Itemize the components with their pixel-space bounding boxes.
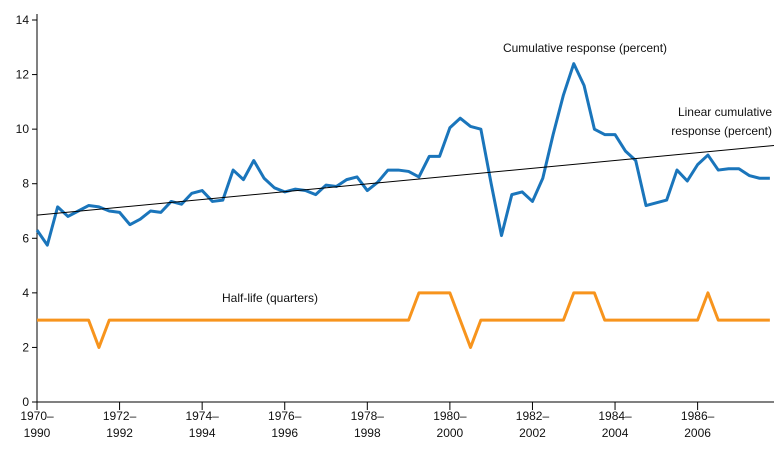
y-tick-label: 14 [16,13,30,27]
x-tick-label-line: 2006 [684,426,711,440]
x-tick-label-line: 1982– [516,409,550,423]
x-tick-label-line: 1990 [24,426,51,440]
x-tick-label: 1986– 2006 [681,409,715,440]
x-tick-label: 1970– 1990 [20,409,54,440]
y-tick-label: 12 [16,68,30,82]
y-tick-label: 6 [22,231,29,245]
x-tick-label-line: 1992 [106,426,133,440]
x-tick-label-line: 1972– [103,409,137,423]
x-tick-label: 1982– 2002 [516,409,550,440]
annotation: response (percent) [671,124,772,138]
annotation: Cumulative response (percent) [503,41,667,55]
x-tick-label-line: 1976– [268,409,302,423]
x-tick-label: 1980– 2000 [433,409,467,440]
x-tick-label-line: 1996 [271,426,298,440]
x-tick-label: 1984– 2004 [598,409,632,440]
annotation: Linear cumulative [678,105,772,119]
y-tick-label: 0 [22,395,29,409]
x-tick-label-line: 1986– [681,409,715,423]
x-tick-label: 1974– 1994 [185,409,219,440]
y-tick-label: 10 [16,122,30,136]
y-tick-label: 4 [22,286,29,300]
x-tick-label-line: 1978– [351,409,385,423]
x-tick-label: 1978– 1998 [351,409,385,440]
x-tick-label-line: 1980– [433,409,467,423]
x-tick-label: 1976– 1996 [268,409,302,440]
y-tick-label: 8 [22,177,29,191]
x-tick-label-line: 2000 [437,426,464,440]
x-tick-label: 1972– 1992 [103,409,137,440]
annotation: Half-life (quarters) [222,291,318,305]
x-tick-label-line: 1974– [185,409,219,423]
series-line [35,62,770,247]
x-tick-label-line: 2004 [602,426,629,440]
x-tick-label-line: 1984– [598,409,632,423]
x-tick-label-line: 1994 [189,426,216,440]
x-tick-label-line: 2002 [519,426,546,440]
y-tick-label: 2 [22,340,29,354]
series-line [37,291,770,349]
x-tick-label-line: 1970– [20,409,54,423]
x-tick-label-line: 1998 [354,426,381,440]
series-line [36,145,774,216]
